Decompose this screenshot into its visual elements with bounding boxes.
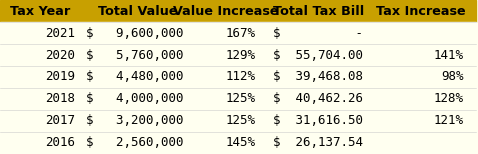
Text: $   2,560,000: $ 2,560,000: [86, 136, 183, 150]
Text: $   5,760,000: $ 5,760,000: [86, 49, 183, 61]
Text: $   9,600,000: $ 9,600,000: [86, 26, 183, 39]
Text: Tax Increase: Tax Increase: [376, 4, 466, 18]
Text: $  55,704.00: $ 55,704.00: [272, 49, 362, 61]
Bar: [0, 0, 476, 22]
Text: $  31,616.50: $ 31,616.50: [272, 115, 362, 128]
Bar: [0, 44, 476, 66]
Bar: [0, 22, 476, 44]
Text: 2020: 2020: [45, 49, 75, 61]
Text: $  26,137.54: $ 26,137.54: [272, 136, 362, 150]
Text: 121%: 121%: [434, 115, 464, 128]
Text: Total Value: Total Value: [98, 4, 178, 18]
Text: 145%: 145%: [226, 136, 256, 150]
Text: 125%: 125%: [226, 115, 256, 128]
Text: 2019: 2019: [45, 71, 75, 83]
Bar: [0, 110, 476, 132]
Text: 125%: 125%: [226, 93, 256, 105]
Text: 2016: 2016: [45, 136, 75, 150]
Text: Tax Year: Tax Year: [11, 4, 71, 18]
Bar: [0, 132, 476, 154]
Text: 141%: 141%: [434, 49, 464, 61]
Text: 112%: 112%: [226, 71, 256, 83]
Text: 2017: 2017: [45, 115, 75, 128]
Text: 167%: 167%: [226, 26, 256, 39]
Text: $   4,480,000: $ 4,480,000: [86, 71, 183, 83]
Text: 2018: 2018: [45, 93, 75, 105]
Text: Total Tax Bill: Total Tax Bill: [273, 4, 364, 18]
Text: 2021: 2021: [45, 26, 75, 39]
Text: 98%: 98%: [441, 71, 464, 83]
Text: 128%: 128%: [434, 93, 464, 105]
Text: $  40,462.26: $ 40,462.26: [272, 93, 362, 105]
Text: Value Increase: Value Increase: [173, 4, 279, 18]
Text: 129%: 129%: [226, 49, 256, 61]
Bar: [0, 66, 476, 88]
Bar: [0, 88, 476, 110]
Text: $   3,200,000: $ 3,200,000: [86, 115, 183, 128]
Text: $   4,000,000: $ 4,000,000: [86, 93, 183, 105]
Text: $          -: $ -: [272, 26, 362, 39]
Text: $  39,468.08: $ 39,468.08: [272, 71, 362, 83]
